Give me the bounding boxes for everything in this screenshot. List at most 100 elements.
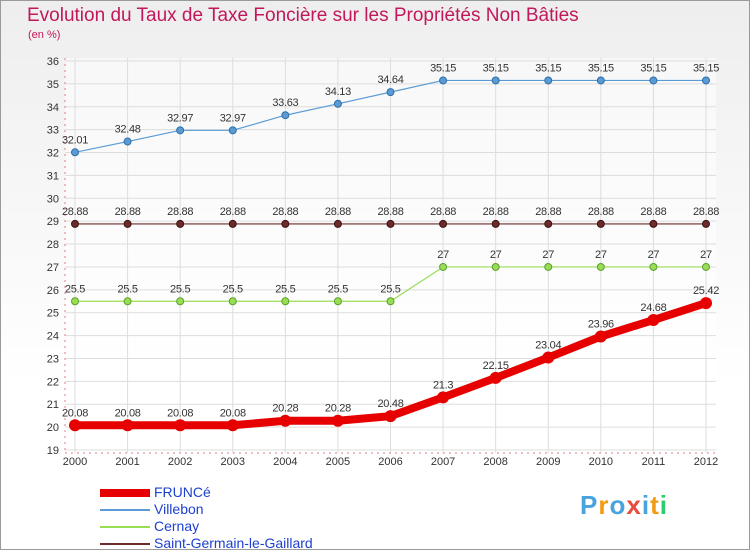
data-label: 23.04 [535, 340, 561, 352]
data-point [331, 414, 344, 427]
data-label: 28.88 [325, 206, 351, 218]
x-tick-label: 2005 [326, 456, 350, 468]
data-label: 25.5 [223, 283, 243, 295]
data-label: 27 [595, 249, 607, 261]
data-label: 35.15 [535, 62, 561, 74]
data-label: 35.15 [483, 62, 509, 74]
x-tick-label: 2004 [273, 456, 297, 468]
data-label: 20.08 [220, 407, 246, 419]
x-tick-label: 2008 [483, 456, 507, 468]
y-tick-label: 22 [47, 376, 59, 388]
data-label: 28.88 [535, 206, 561, 218]
legend-label: Villebon [154, 501, 204, 517]
y-tick-label: 26 [47, 285, 59, 297]
x-tick-label: 2009 [536, 456, 560, 468]
data-point [702, 219, 710, 228]
logo-letter: i [641, 490, 651, 520]
x-tick-label: 2006 [378, 456, 402, 468]
y-tick-label: 35 [47, 79, 59, 91]
data-point [649, 262, 658, 271]
logo-letter: i [659, 490, 668, 520]
data-point [700, 297, 712, 310]
data-point [123, 137, 132, 146]
chart-title: Evolution du Taux de Taxe Foncière sur l… [27, 5, 579, 26]
data-point [71, 148, 79, 157]
y-tick-label: 36 [47, 56, 59, 68]
data-point [596, 76, 605, 85]
x-tick-label: 2010 [589, 456, 613, 468]
data-label: 20.28 [325, 403, 351, 415]
y-tick-label: 31 [47, 170, 59, 182]
data-label: 28.88 [430, 206, 456, 218]
data-label: 22.15 [483, 360, 509, 372]
data-point [702, 76, 710, 85]
data-point [71, 219, 79, 228]
proxiti-logo: Proxiti [580, 490, 668, 521]
y-tick-label: 29 [47, 216, 59, 228]
data-label: 28.88 [693, 206, 719, 218]
data-point [174, 419, 187, 432]
data-label: 25.5 [328, 283, 348, 295]
data-label: 32.48 [115, 124, 141, 136]
data-label: 32.01 [62, 134, 88, 146]
legend-swatch [100, 543, 150, 545]
data-label: 28.88 [115, 206, 141, 218]
data-point [649, 219, 658, 228]
data-label: 34.64 [377, 74, 403, 86]
data-point [702, 262, 710, 271]
data-point [333, 219, 342, 228]
data-point [123, 297, 132, 306]
data-label: 33.63 [272, 97, 298, 109]
y-tick-label: 20 [47, 422, 59, 434]
data-point [437, 391, 450, 404]
grid [65, 58, 716, 453]
data-label: 23.96 [588, 319, 614, 331]
data-label: 28.88 [588, 206, 614, 218]
y-tick-label: 24 [47, 331, 59, 343]
data-label: 28.88 [167, 206, 193, 218]
series-group [69, 76, 712, 432]
x-tick-label: 2012 [694, 456, 718, 468]
x-tick-label: 2002 [168, 456, 192, 468]
x-tick-label: 2011 [642, 456, 666, 468]
data-point [386, 297, 395, 306]
legend-swatch [100, 489, 150, 497]
x-tick-label: 2003 [221, 456, 245, 468]
data-label: 24.68 [640, 302, 666, 314]
data-point [594, 330, 607, 343]
y-tick-label: 27 [47, 262, 59, 274]
data-label: 28.88 [483, 206, 509, 218]
data-point [281, 297, 290, 306]
data-point [281, 219, 290, 228]
data-label: 20.08 [115, 407, 141, 419]
logo-letter: P [580, 490, 599, 520]
data-label: 27 [490, 249, 502, 261]
x-tick-label: 2007 [431, 456, 455, 468]
data-point [647, 314, 660, 327]
y-tick-label: 32 [47, 148, 59, 160]
data-point [333, 297, 342, 306]
y-tick-label: 33 [47, 125, 59, 137]
logo-letter: x [626, 490, 642, 520]
data-label: 28.88 [220, 206, 246, 218]
data-label: 32.97 [220, 112, 246, 124]
logo-letter: t [650, 490, 660, 520]
data-point [439, 76, 448, 85]
data-label: 27 [437, 249, 449, 261]
data-point [439, 219, 448, 228]
data-label: 25.5 [65, 283, 85, 295]
legend-swatch [100, 526, 150, 528]
data-point [176, 219, 185, 228]
data-point [489, 371, 502, 384]
data-label: 25.5 [275, 283, 295, 295]
data-label: 35.15 [430, 62, 456, 74]
data-point [228, 219, 237, 228]
y-tick-label: 30 [47, 193, 59, 205]
data-point [228, 297, 237, 306]
data-label: 20.08 [167, 407, 193, 419]
data-label: 28.88 [640, 206, 666, 218]
legend-label: FRUNCé [154, 484, 211, 500]
data-label: 20.08 [62, 407, 88, 419]
data-point [226, 419, 239, 432]
